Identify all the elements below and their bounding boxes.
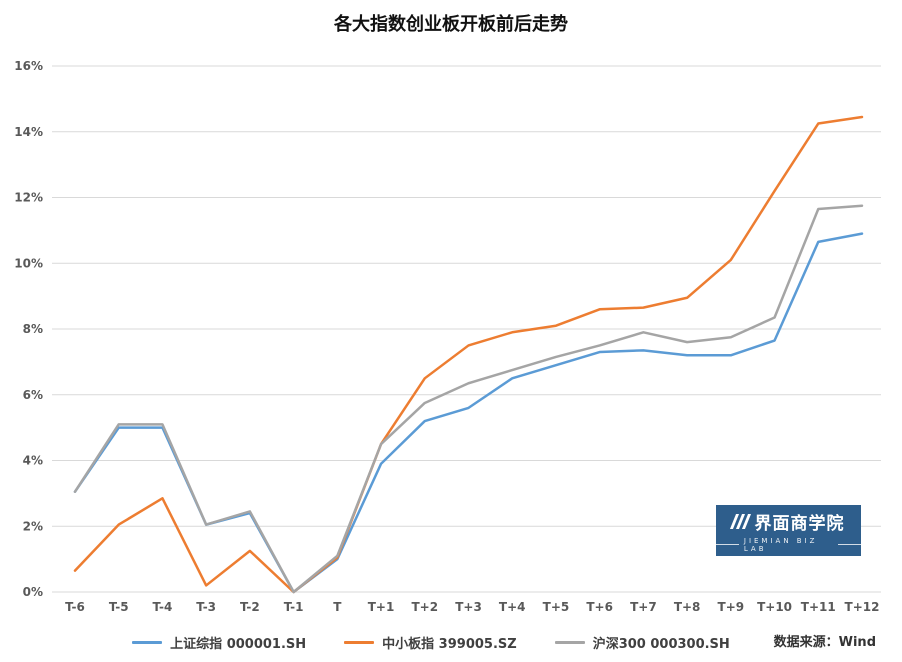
legend-item: 中小板指 399005.SZ	[344, 633, 517, 652]
x-tick-label: T	[333, 600, 342, 614]
y-tick-label: 12%	[14, 191, 43, 205]
legend-label: 中小板指 399005.SZ	[382, 637, 517, 652]
legend-swatch	[344, 641, 375, 644]
y-tick-label: 16%	[14, 59, 43, 73]
slashes-icon	[729, 513, 751, 529]
x-tick-label: T+7	[630, 600, 657, 614]
chart-legend: 上证综指 000001.SH 中小板指 399005.SZ 沪深300 000300…	[120, 633, 742, 652]
legend-item: 上证综指 000001.SH	[132, 633, 306, 652]
x-tick-label: T+6	[586, 600, 613, 614]
y-tick-label: 14%	[14, 125, 43, 139]
x-tick-label: T+10	[757, 600, 792, 614]
chart-title: 各大指数创业板开板前后走势	[334, 14, 568, 35]
y-tick-label: 0%	[23, 585, 43, 599]
x-tick-label: T+4	[499, 600, 526, 614]
legend-item: 沪深300 000300.SH	[554, 633, 730, 652]
x-tick-label: T+3	[455, 600, 482, 614]
x-tick-label: T+9	[718, 600, 745, 614]
y-tick-label: 4%	[23, 454, 43, 468]
x-tick-label: T-5	[109, 600, 129, 614]
x-tick-label: T+1	[368, 600, 395, 614]
data-source-label: 数据来源：Wind	[773, 635, 876, 650]
jiemian-logo: 界面商学院 JIEMIAN BIZ LAB	[716, 505, 861, 556]
series-line	[73, 204, 864, 594]
x-tick-label: T+5	[543, 600, 570, 614]
legend-swatch	[554, 641, 585, 644]
y-tick-label: 6%	[23, 388, 43, 402]
legend-swatch	[132, 641, 163, 644]
logo-row: 界面商学院	[729, 509, 845, 534]
x-tick-label: T-3	[196, 600, 216, 614]
x-tick-label: T+2	[411, 600, 438, 614]
legend-label: 沪深300 000300.SH	[592, 637, 730, 652]
x-tick-label: T-4	[153, 600, 173, 614]
y-tick-label: 10%	[14, 256, 43, 270]
x-tick-label: T+8	[674, 600, 701, 614]
logo-name: 界面商学院	[754, 513, 845, 534]
logo-subtitle: JIEMIAN BIZ LAB	[716, 537, 861, 553]
y-tick-label: 8%	[23, 322, 43, 336]
x-tick-label: T-6	[65, 600, 85, 614]
x-tick-label: T+12	[845, 600, 880, 614]
x-tick-label: T-1	[284, 600, 304, 614]
y-tick-label: 2%	[23, 519, 43, 533]
series-line	[73, 115, 864, 594]
legend-label: 上证综指 000001.SH	[170, 637, 307, 652]
x-tick-label: T-2	[240, 600, 260, 614]
x-tick-label: T+11	[801, 600, 836, 614]
